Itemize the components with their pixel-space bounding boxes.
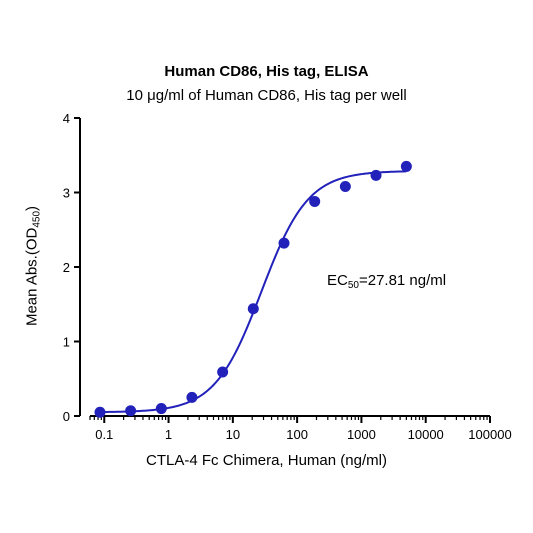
data-point bbox=[217, 366, 229, 378]
ec50-prefix: EC bbox=[327, 272, 348, 289]
ec50-value: =27.81 ng/ml bbox=[358, 272, 447, 289]
x-axis-label: CTLA-4 Fc Chimera, Human (ng/ml) bbox=[146, 452, 387, 469]
data-point bbox=[247, 303, 259, 315]
data-point bbox=[278, 237, 290, 249]
chart-subtitle: 10 μg/ml of Human CD86, His tag per well bbox=[126, 87, 407, 104]
fit-curve-group bbox=[99, 170, 407, 414]
data-point bbox=[155, 403, 167, 415]
ec50-sub: 50 bbox=[347, 280, 359, 291]
y-tick-label: 3 bbox=[63, 186, 70, 201]
data-point bbox=[125, 405, 137, 417]
data-point bbox=[309, 195, 321, 207]
x-tick-label: 1000 bbox=[347, 427, 376, 442]
data-point bbox=[94, 406, 106, 418]
axes: 0 1 2 3 4 0.1 1 10 100 1000 10000 100000 bbox=[63, 111, 512, 442]
x-tick-label: 10 bbox=[226, 427, 240, 442]
x-tick-label: 1 bbox=[165, 427, 172, 442]
chart-title: Human CD86, His tag, ELISA bbox=[164, 63, 369, 80]
x-tick-label: 10000 bbox=[408, 427, 444, 442]
y-tick-label: 4 bbox=[63, 111, 70, 126]
ec50-annotation: EC50=27.81 ng/ml bbox=[327, 272, 446, 291]
y-tick-label: 2 bbox=[63, 260, 70, 275]
x-tick-label: 100000 bbox=[468, 427, 511, 442]
data-point bbox=[186, 391, 198, 403]
x-tick-label: 0.1 bbox=[95, 427, 113, 442]
y-tick-label: 1 bbox=[63, 335, 70, 350]
data-point bbox=[339, 181, 351, 193]
x-tick-label: 100 bbox=[286, 427, 308, 442]
fit-curve bbox=[99, 170, 407, 414]
data-point bbox=[370, 169, 382, 181]
y-tick-label: 0 bbox=[63, 409, 70, 424]
data-points bbox=[94, 160, 412, 418]
data-point bbox=[400, 160, 412, 172]
